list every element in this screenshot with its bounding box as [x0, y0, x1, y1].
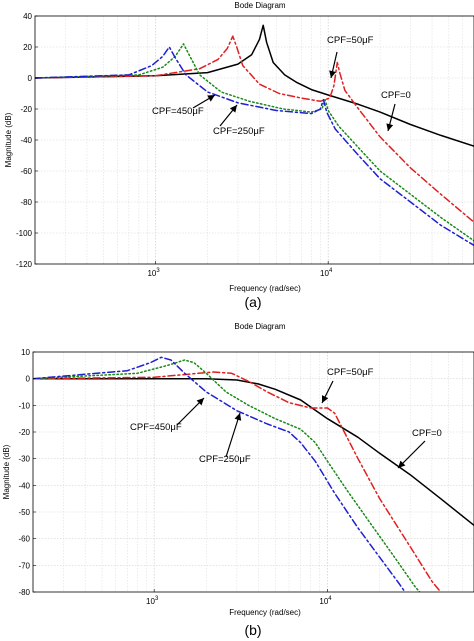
grid [33, 352, 474, 592]
annotation-cpf-450: CPF=450μF [152, 106, 204, 117]
series-line [33, 359, 421, 592]
annotation-arrow-head [196, 398, 204, 406]
x-tick-label: 103 [147, 268, 160, 278]
y-tick-label: 20 [23, 43, 32, 52]
bode-plot-a: Bode Diagram 40 20 0 -20 -40 -60 -80 -100 -120 1… [4, 1, 474, 310]
annotation-cpf-450: CPF=450μF [130, 422, 182, 433]
annotation-cpf-50: CPF=50μF [327, 35, 374, 46]
y-tick-label: -30 [18, 455, 30, 464]
bode-plot-b: Bode Diagram 10 0 -10 -20 -30 -40 -50 -60 -70 -80… [2, 322, 474, 638]
series-line [35, 35, 474, 223]
series-line [33, 356, 406, 592]
panel-caption: (a) [244, 294, 261, 310]
chart-title: Bode Diagram [234, 1, 285, 10]
annotations: CPF=50μF CPF=0 CPF=450μF CPF=250μF [130, 367, 442, 469]
annotation-arrow-head [398, 460, 406, 468]
annotation-cpf-250: CPF=250μF [213, 126, 265, 137]
annotation-arrow-head [329, 70, 336, 78]
x-tick-label: 104 [319, 596, 332, 606]
x-tick-label: 104 [320, 268, 333, 278]
y-tick-label: -20 [20, 105, 32, 114]
x-tick-labels: 103 104 [147, 261, 333, 278]
y-axis-label: Magnitude (dB) [2, 444, 11, 499]
annotation-cpf-0: CPF=0 [412, 428, 442, 439]
annotations: CPF=50μF CPF=0 CPF=450μF CPF=250μF [152, 35, 411, 137]
y-tick-label: 0 [26, 375, 31, 384]
series-line [33, 371, 442, 592]
annotation-arrow-head [234, 413, 242, 421]
series-line [35, 43, 474, 242]
series-line [35, 24, 474, 147]
y-tick-label: 40 [23, 12, 32, 21]
plot-frame [32, 351, 474, 593]
annotation-arrow-head [322, 395, 329, 403]
y-tick-label: -80 [20, 198, 32, 207]
annotation-arrow-head [229, 105, 237, 113]
series-group [33, 356, 474, 592]
series-group [35, 24, 474, 247]
x-tick-labels: 103 104 [146, 589, 332, 606]
annotation-cpf-0: CPF=0 [381, 90, 411, 101]
annotation-arrow-head [207, 95, 215, 102]
x-axis-label: Frequency (rad/sec) [229, 608, 301, 617]
annotation-arrow-head [386, 123, 394, 131]
x-axis-label: Frequency (rad/sec) [229, 284, 301, 293]
series-line [33, 377, 474, 527]
y-tick-label: -10 [18, 401, 30, 410]
y-tick-label: -50 [18, 508, 30, 517]
y-tick-label: 10 [21, 348, 30, 357]
grid [35, 16, 474, 264]
y-tick-label: -80 [18, 588, 30, 597]
annotation-arrow-line [225, 412, 241, 458]
y-tick-labels: 10 0 -10 -20 -30 -40 -50 -60 -70 -80 [18, 348, 36, 597]
y-axis-label: Magnitude (dB) [4, 112, 13, 167]
y-tick-label: -120 [16, 260, 33, 269]
series-line [35, 46, 474, 247]
annotation-cpf-250: CPF=250μF [199, 454, 251, 465]
y-tick-labels: 40 20 0 -20 -40 -60 -80 -100 -120 [16, 12, 38, 269]
y-tick-label: -60 [18, 535, 30, 544]
y-tick-label: -60 [20, 167, 32, 176]
y-tick-label: -40 [20, 136, 32, 145]
annotation-cpf-50: CPF=50μF [327, 367, 374, 378]
panel-caption: (b) [244, 622, 261, 638]
y-tick-label: -100 [16, 229, 33, 238]
y-tick-label: 0 [28, 74, 33, 83]
x-tick-label: 103 [146, 596, 159, 606]
chart-title: Bode Diagram [234, 322, 285, 331]
y-tick-label: -70 [18, 561, 30, 570]
y-tick-label: -40 [18, 481, 30, 490]
y-tick-label: -20 [18, 428, 30, 437]
